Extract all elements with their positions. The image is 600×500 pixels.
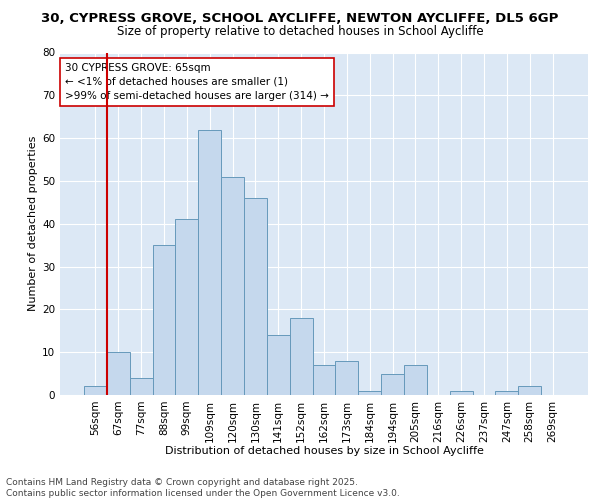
Text: 30 CYPRESS GROVE: 65sqm
← <1% of detached houses are smaller (1)
>99% of semi-de: 30 CYPRESS GROVE: 65sqm ← <1% of detache… (65, 63, 329, 101)
Bar (267, 335, 290, 395)
Text: 30, CYPRESS GROVE, SCHOOL AYCLIFFE, NEWTON AYCLIFFE, DL5 6GP: 30, CYPRESS GROVE, SCHOOL AYCLIFFE, NEWT… (41, 12, 559, 26)
Bar (107, 352, 130, 395)
X-axis label: Distribution of detached houses by size in School Aycliffe: Distribution of detached houses by size … (164, 446, 484, 456)
Text: Contains HM Land Registry data © Crown copyright and database right 2025.
Contai: Contains HM Land Registry data © Crown c… (6, 478, 400, 498)
Y-axis label: Number of detached properties: Number of detached properties (28, 136, 38, 312)
Bar (335, 361, 358, 395)
Bar (84, 386, 107, 395)
Bar (130, 378, 152, 395)
Bar (313, 365, 335, 395)
Bar (221, 176, 244, 395)
Bar (518, 386, 541, 395)
Bar (358, 390, 381, 395)
Bar (381, 374, 404, 395)
Bar (496, 390, 518, 395)
Bar (450, 390, 473, 395)
Bar (244, 198, 267, 395)
Bar (152, 245, 175, 395)
Bar (290, 318, 313, 395)
Text: Size of property relative to detached houses in School Aycliffe: Size of property relative to detached ho… (116, 25, 484, 38)
Bar (404, 365, 427, 395)
Bar (175, 220, 198, 395)
Bar (198, 130, 221, 395)
